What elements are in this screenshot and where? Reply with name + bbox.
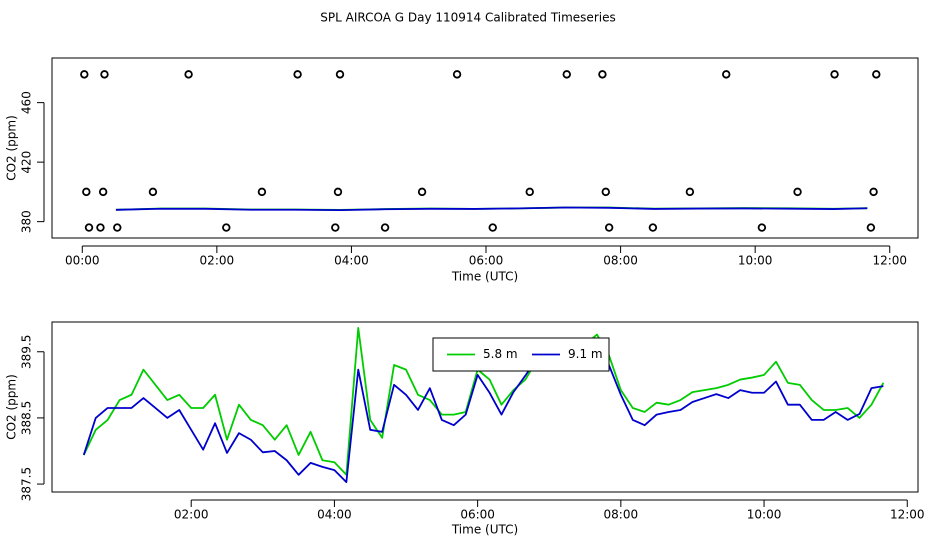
data-point	[80, 70, 89, 79]
x-tick-label: 00:00	[65, 254, 100, 268]
plot-frame	[51, 321, 919, 493]
data-line	[82, 327, 885, 476]
data-point	[562, 70, 571, 79]
x-tick-label: 12:00	[872, 254, 907, 268]
data-point	[257, 187, 267, 197]
y-tick-label: 460	[20, 91, 34, 114]
data-point	[793, 187, 802, 197]
data-point	[293, 70, 302, 79]
x-tick-label: 08:00	[603, 254, 638, 268]
data-point	[417, 187, 427, 197]
x-tick-label: 02:00	[174, 508, 209, 522]
x-tick-label: 06:00	[469, 254, 504, 268]
data-point	[869, 187, 878, 197]
y-tick-label: 420	[20, 151, 34, 174]
data-point	[830, 70, 839, 79]
data-point	[82, 187, 91, 197]
data-point	[722, 70, 731, 79]
x-tick-label: 10:00	[738, 254, 773, 268]
data-point	[96, 223, 105, 232]
data-point	[184, 70, 193, 79]
data-point	[100, 70, 109, 79]
data-point	[598, 70, 607, 79]
legend: 5.8 m 9.1 m	[432, 337, 610, 372]
data-point	[84, 223, 94, 232]
y-axis-label: CO2 (ppm)	[5, 115, 19, 181]
x-tick-label: 04:00	[334, 254, 369, 268]
legend-box	[432, 337, 610, 372]
legend-label: 9.1 m	[568, 347, 603, 361]
plot-frame	[51, 57, 919, 239]
data-point	[757, 223, 767, 232]
x-tick-label: 02:00	[200, 254, 235, 268]
data-point	[148, 187, 158, 197]
chart-title: SPL AIRCOA G Day 110914 Calibrated Times…	[320, 11, 615, 25]
y-tick-label: 388.5	[20, 401, 34, 435]
y-tick-label: 389.5	[20, 335, 34, 369]
data-line	[115, 206, 868, 211]
data-point	[872, 70, 881, 79]
data-point	[335, 70, 345, 79]
data-point	[452, 70, 462, 79]
x-tick-label: 08:00	[604, 508, 639, 522]
x-tick-label: 04:00	[317, 508, 352, 522]
data-point	[380, 223, 390, 232]
y-tick-label: 387.5	[20, 467, 34, 501]
data-point	[685, 187, 695, 197]
data-point	[331, 223, 340, 232]
x-tick-label: 12:00	[890, 508, 925, 522]
legend-label: 5.8 m	[483, 347, 518, 361]
y-axis-label: CO2 (ppm)	[5, 374, 19, 440]
x-tick-label: 06:00	[460, 508, 495, 522]
data-point	[222, 223, 231, 232]
data-point	[604, 223, 614, 232]
data-point	[333, 187, 343, 197]
data-point	[648, 223, 658, 232]
x-axis-label: Time (UTC)	[451, 523, 518, 537]
data-point	[488, 223, 497, 232]
data-line	[82, 338, 884, 483]
x-tick-label: 10:00	[747, 508, 782, 522]
data-point	[601, 187, 610, 197]
data-point	[113, 223, 122, 232]
y-tick-label: 380	[20, 210, 34, 233]
data-point	[866, 223, 876, 232]
data-point	[525, 187, 534, 197]
data-point	[98, 187, 108, 197]
x-axis-label: Time (UTC)	[451, 270, 518, 284]
